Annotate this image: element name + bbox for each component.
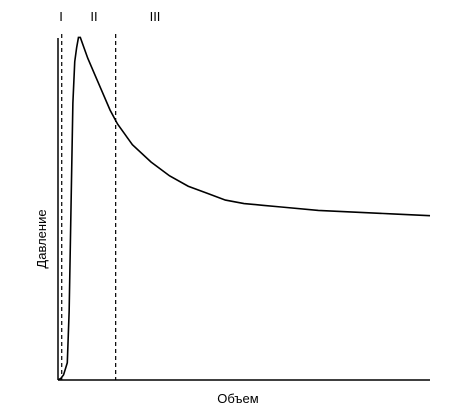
phase-boundaries <box>61 34 117 380</box>
phase-label-2: II <box>90 9 97 24</box>
y-axis-label: Давление <box>34 209 49 268</box>
x-axis-label: Объем <box>217 391 258 406</box>
series-line <box>57 36 431 381</box>
phase-label-3: III <box>150 9 161 24</box>
phase-label-1: I <box>59 9 63 24</box>
